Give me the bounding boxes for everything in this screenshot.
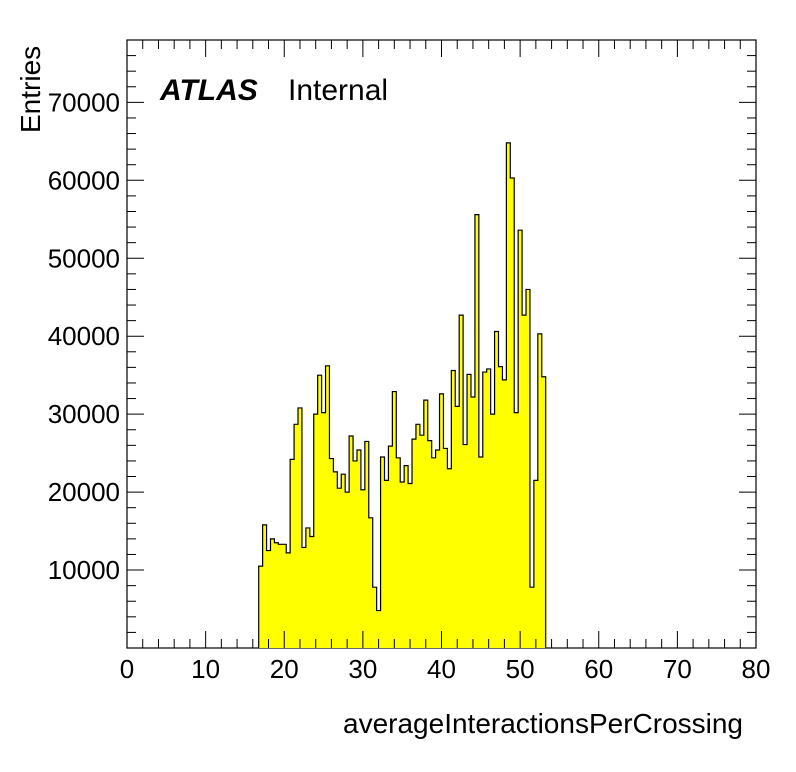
x-tick-label: 70 bbox=[663, 654, 692, 684]
histogram-bin bbox=[435, 450, 440, 648]
histogram-bin bbox=[498, 366, 503, 648]
histogram-bin bbox=[529, 587, 535, 648]
y-tick-label: 20000 bbox=[48, 477, 120, 507]
histogram-bin bbox=[419, 435, 425, 648]
histogram-bin bbox=[482, 372, 488, 648]
histogram-bars bbox=[258, 142, 547, 649]
y-tick-label: 70000 bbox=[48, 87, 120, 117]
histogram-bin bbox=[258, 566, 264, 648]
histogram-bin bbox=[455, 406, 460, 648]
histogram-bin bbox=[459, 315, 464, 648]
histogram-bin bbox=[537, 333, 543, 648]
histogram-bin bbox=[266, 550, 271, 648]
histogram-bin bbox=[286, 552, 291, 648]
histogram-bin bbox=[380, 457, 385, 648]
x-tick-label: 0 bbox=[120, 654, 134, 684]
histogram-bin bbox=[376, 610, 381, 648]
histogram-bin bbox=[305, 527, 311, 648]
histogram-bin bbox=[270, 538, 275, 648]
internal-label: Internal bbox=[288, 74, 388, 107]
histogram-bin bbox=[329, 458, 334, 648]
histogram-bin bbox=[502, 379, 507, 648]
x-tick-label: 40 bbox=[427, 654, 456, 684]
histogram-bin bbox=[384, 480, 389, 648]
x-tick-label: 20 bbox=[270, 654, 299, 684]
histogram-bin bbox=[368, 517, 374, 648]
histogram-bin bbox=[486, 368, 492, 648]
histogram-bin bbox=[467, 374, 472, 648]
histogram-bin bbox=[404, 465, 409, 648]
histogram-bin bbox=[396, 457, 401, 648]
y-tick-label: 10000 bbox=[48, 555, 120, 585]
x-tick-label: 60 bbox=[584, 654, 613, 684]
histogram-bin bbox=[301, 547, 307, 648]
x-tick-label: 10 bbox=[191, 654, 220, 684]
y-tick-labels: 10000 20000 30000 40000 50000 60000 70000 bbox=[48, 87, 120, 585]
y-axis-title: Entries bbox=[15, 46, 46, 133]
x-tick-label: 50 bbox=[506, 654, 535, 684]
histogram-bin bbox=[415, 424, 421, 648]
histogram-bin bbox=[290, 459, 295, 648]
histogram-bin bbox=[478, 457, 484, 648]
histogram-bin bbox=[392, 391, 397, 648]
histogram-bin bbox=[337, 488, 342, 648]
histogram-bin bbox=[427, 440, 433, 648]
y-tick-label: 40000 bbox=[48, 321, 120, 351]
histogram-bin bbox=[278, 544, 283, 648]
histogram-bin bbox=[526, 289, 531, 648]
histogram-bin bbox=[533, 480, 539, 648]
histogram-bin bbox=[353, 460, 358, 648]
histogram-bin bbox=[541, 376, 547, 648]
x-tick-label: 80 bbox=[742, 654, 771, 684]
histogram-bin bbox=[463, 444, 468, 648]
histogram-bin bbox=[262, 524, 267, 648]
histogram-bin bbox=[349, 435, 354, 648]
histogram-bin bbox=[282, 544, 287, 648]
histogram-bin bbox=[345, 492, 350, 648]
histogram-bin bbox=[474, 214, 480, 649]
histogram-bin bbox=[325, 365, 330, 648]
histogram-bin bbox=[333, 471, 338, 648]
histogram-bin bbox=[372, 587, 378, 648]
y-tick-label: 30000 bbox=[48, 399, 120, 429]
histogram-bin bbox=[522, 315, 527, 648]
histogram-bin bbox=[356, 450, 362, 648]
histogram-bin bbox=[317, 375, 322, 648]
histogram-bin bbox=[451, 370, 456, 648]
histogram-bin bbox=[388, 446, 393, 648]
histogram-bin bbox=[313, 414, 319, 648]
histogram-bin bbox=[341, 474, 346, 648]
histogram-bin bbox=[412, 439, 417, 648]
histogram-bin bbox=[274, 542, 279, 648]
histogram-bin bbox=[298, 407, 303, 648]
y-tick-label: 60000 bbox=[48, 165, 120, 195]
histogram-bin bbox=[360, 489, 366, 648]
histogram-bin bbox=[506, 142, 511, 648]
histogram-bin bbox=[490, 414, 495, 648]
histogram-bin bbox=[408, 483, 413, 648]
histogram-bin bbox=[309, 536, 315, 648]
x-axis-title: averageInteractionsPerCrossing bbox=[343, 708, 743, 739]
histogram-bin bbox=[510, 177, 515, 648]
histogram-bin bbox=[518, 230, 523, 648]
histogram-bin bbox=[494, 331, 499, 648]
y-tick-label: 50000 bbox=[48, 243, 120, 273]
histogram-bin bbox=[423, 400, 429, 648]
x-tick-labels: 0 10 20 30 40 50 60 70 80 bbox=[120, 654, 771, 684]
axis-ticks bbox=[126, 39, 757, 648]
histogram-bin bbox=[439, 393, 444, 648]
histogram-bin bbox=[470, 397, 476, 648]
histogram-bin bbox=[443, 448, 448, 648]
histogram-outline bbox=[258, 142, 547, 648]
histogram-bin bbox=[294, 424, 299, 648]
x-tick-label: 30 bbox=[348, 654, 377, 684]
histogram-bin bbox=[364, 441, 370, 648]
histogram-bin bbox=[400, 481, 405, 648]
atlas-label: ATLAS bbox=[159, 74, 258, 107]
histogram-bin bbox=[321, 412, 326, 648]
histogram-bin bbox=[514, 412, 519, 648]
histogram-bin bbox=[447, 468, 452, 648]
histogram-bin bbox=[431, 457, 436, 648]
